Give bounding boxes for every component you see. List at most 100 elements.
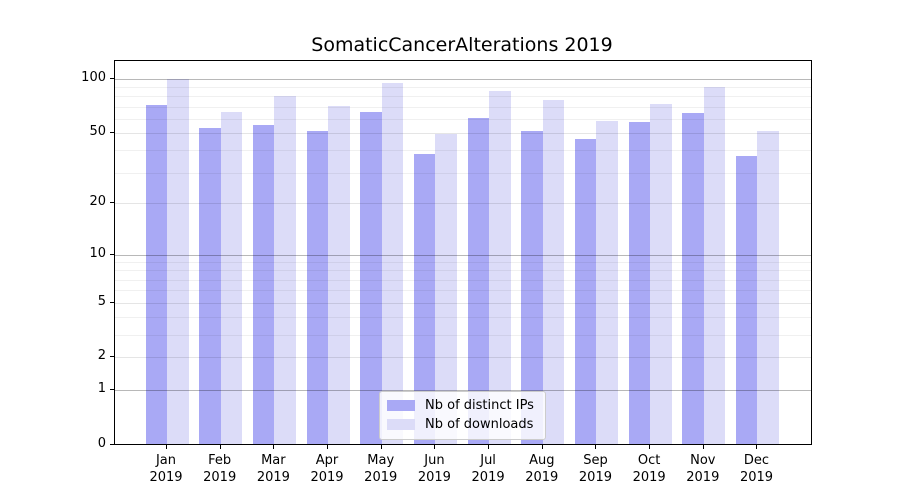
minor-gridline (115, 106, 811, 108)
bar-downloads (435, 134, 457, 444)
bar-distinct-ips (413, 153, 436, 444)
y-axis-tick (110, 443, 114, 445)
bar-downloads (542, 100, 565, 444)
x-axis-tick (541, 444, 543, 449)
bar-downloads (328, 106, 350, 444)
x-axis-tick (380, 444, 382, 449)
bar-downloads (757, 131, 779, 444)
y-axis-tick (110, 356, 114, 358)
x-axis-tick-label: Feb 2019 (188, 452, 252, 486)
mid-gridline (115, 302, 811, 304)
x-axis-year-line: 2019 (686, 470, 720, 485)
x-axis-tick-label: May 2019 (349, 452, 413, 486)
bar-distinct-ips (682, 113, 704, 444)
y-axis-tick (110, 388, 114, 390)
mid-gridline (115, 357, 811, 359)
x-axis-year-line: 2019 (256, 470, 290, 485)
y-axis-tick (110, 202, 114, 204)
y-axis-tick-label: 0 (97, 435, 106, 451)
x-axis-tick-label: Sep 2019 (563, 452, 627, 486)
x-axis-month-line: Apr (315, 453, 339, 468)
minor-gridline (115, 172, 811, 174)
x-axis-month-line: May (367, 453, 395, 468)
bar-distinct-ips (252, 125, 275, 444)
minor-gridline (115, 279, 811, 281)
x-axis-tick-label: Oct 2019 (617, 452, 681, 486)
bar-downloads (167, 78, 189, 444)
x-axis-tick-label: Dec 2019 (724, 452, 788, 486)
x-axis-month-line: Jul (480, 453, 496, 468)
bar-distinct-ips (360, 112, 382, 444)
x-axis-year-line: 2019 (310, 470, 344, 485)
x-axis-year-line: 2019 (525, 470, 559, 485)
y-axis-tick-label: 20 (89, 194, 106, 210)
x-axis-tick (219, 444, 221, 449)
legend: Nb of distinct IPs Nb of downloads (379, 391, 546, 440)
y-axis-tick-label: 1 (97, 380, 106, 396)
minor-gridline (115, 118, 811, 120)
legend-label-distinct-ips: Nb of distinct IPs (425, 398, 534, 413)
y-axis-tick (110, 132, 114, 134)
y-axis-tick (110, 253, 114, 255)
minor-gridline (115, 317, 811, 319)
x-axis-tick-label: Jul 2019 (456, 452, 520, 486)
x-axis-tick (702, 444, 704, 449)
bar-distinct-ips (574, 139, 597, 444)
x-axis-tick (273, 444, 275, 449)
x-axis-month-line: Nov (690, 453, 716, 468)
bar-distinct-ips (199, 128, 221, 444)
x-axis-year-line: 2019 (203, 470, 237, 485)
x-axis-tick-label: Mar 2019 (241, 452, 305, 486)
x-axis-month-line: Sep (583, 453, 608, 468)
x-axis-year-line: 2019 (149, 470, 183, 485)
bar-downloads (274, 95, 296, 444)
x-axis-tick (488, 444, 490, 449)
bar-distinct-ips (735, 155, 758, 444)
legend-entry-downloads: Nb of downloads (380, 415, 545, 434)
x-axis-tick (756, 444, 758, 449)
bar-downloads (381, 83, 404, 444)
bar-distinct-ips (467, 118, 490, 444)
bar-distinct-ips (145, 105, 167, 444)
bar-distinct-ips (306, 131, 329, 444)
y-axis-tick (110, 78, 114, 79)
x-axis-year-line: 2019 (471, 470, 505, 485)
minor-gridline (115, 334, 811, 336)
major-gridline (115, 79, 811, 80)
y-axis-tick (110, 301, 114, 303)
x-axis-tick-label: Nov 2019 (671, 452, 735, 486)
legend-label-downloads: Nb of downloads (425, 417, 534, 432)
y-axis-tick-label: 2 (97, 348, 106, 364)
x-axis-month-line: Jan (155, 453, 177, 468)
y-axis-tick-label: 50 (89, 124, 106, 140)
x-axis-month-line: Dec (743, 453, 770, 468)
x-axis-tick-label: Aug 2019 (510, 452, 574, 486)
x-axis-month-line: Oct (637, 453, 661, 468)
minor-gridline (115, 270, 811, 272)
bar-downloads (489, 91, 511, 444)
minor-gridline (115, 290, 811, 292)
x-axis-month-line: Jun (424, 453, 445, 468)
bar-downloads (220, 112, 243, 444)
minor-gridline (115, 150, 811, 152)
x-axis-tick-label: Jan 2019 (134, 452, 198, 486)
x-axis-month-line: Feb (208, 453, 232, 468)
bar-downloads (650, 104, 672, 444)
y-axis-tick-label: 100 (81, 70, 106, 85)
x-axis-tick (434, 444, 436, 449)
bar-distinct-ips (628, 122, 651, 444)
major-gridline (115, 389, 811, 391)
x-axis-year-line: 2019 (364, 470, 398, 485)
x-axis-tick (327, 444, 329, 449)
legend-swatch-downloads (387, 419, 415, 430)
bar-downloads (703, 86, 726, 444)
minor-gridline (115, 87, 811, 89)
y-axis-tick-label: 10 (89, 245, 106, 261)
x-axis-tick (166, 444, 167, 449)
y-axis-tick-label: 5 (97, 293, 106, 309)
x-axis-year-line: 2019 (739, 470, 774, 485)
legend-swatch-distinct-ips (387, 400, 415, 411)
chart-title: SomaticCancerAlterations 2019 (311, 34, 613, 56)
x-axis-year-line: 2019 (417, 470, 451, 485)
